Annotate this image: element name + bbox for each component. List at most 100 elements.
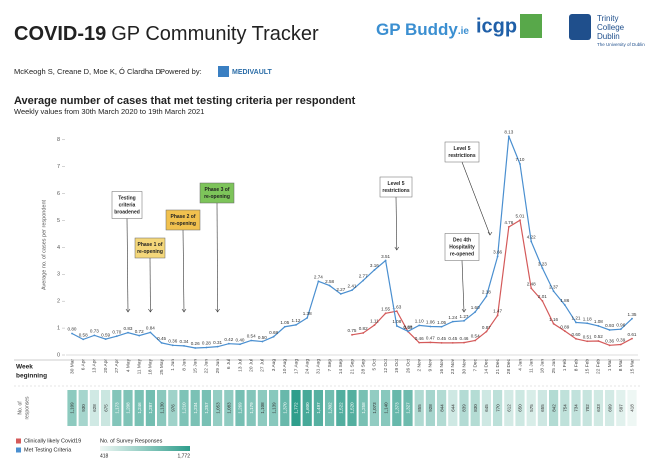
point xyxy=(362,279,365,282)
x-tick-label: 14 Sep xyxy=(338,359,344,375)
response-cell xyxy=(201,390,211,426)
x-tick-label: 14 Dec xyxy=(484,358,490,374)
value-label: 1.05 xyxy=(280,320,289,325)
response-label: 1,269 xyxy=(238,402,243,414)
point xyxy=(407,330,409,333)
point xyxy=(351,333,353,336)
response-cell xyxy=(101,390,111,426)
response-cell xyxy=(425,390,435,426)
point xyxy=(351,289,353,292)
value-label: 2.74 xyxy=(314,274,323,279)
title-rest: GP Community Tracker xyxy=(111,23,319,45)
point xyxy=(507,135,510,138)
response-cell xyxy=(526,390,536,426)
point xyxy=(440,341,443,344)
point xyxy=(149,331,152,334)
value-label: 1.63 xyxy=(392,304,401,309)
point xyxy=(451,341,454,344)
response-label: 1,108 xyxy=(260,402,265,414)
value-label: 1.35 xyxy=(628,312,637,317)
response-cell xyxy=(605,390,615,426)
x-tick-label: 13 Jul xyxy=(237,359,243,372)
value-label: 0.39 xyxy=(616,338,625,343)
value-label: 2.27 xyxy=(336,287,345,292)
value-label: 0.36 xyxy=(168,339,177,344)
logo-gpbuddy: GP Buddy.ie xyxy=(376,20,469,39)
value-label: 2.77 xyxy=(359,274,368,279)
point xyxy=(317,280,320,283)
response-label: 1,053 xyxy=(215,402,220,414)
annotation-text: Level 5 xyxy=(388,181,405,187)
value-label: 1.10 xyxy=(415,319,424,324)
response-cell xyxy=(481,390,491,426)
response-label: 1,520 xyxy=(350,402,355,414)
annotation-box xyxy=(444,233,480,261)
response-label: 1,370 xyxy=(282,402,287,414)
point xyxy=(71,332,73,335)
x-tick-label: 30 Mar xyxy=(69,359,75,374)
x-tick-label: 31 Aug xyxy=(316,359,322,374)
value-label: 7.10 xyxy=(516,157,525,162)
legend-label: Met Testing Criteria xyxy=(24,447,72,453)
annotation-text: restrictions xyxy=(382,188,409,194)
authors: McKeogh S, Creane D, Moe K, Ó Clardha D. xyxy=(14,67,163,76)
x-tick-label: 7 Dec xyxy=(472,358,478,371)
value-label: 0.82 xyxy=(359,326,368,331)
point xyxy=(463,319,465,322)
value-label: 0.54 xyxy=(471,334,480,339)
point xyxy=(283,325,286,328)
response-cell xyxy=(235,390,245,426)
response-label: 1,327 xyxy=(406,402,411,414)
point xyxy=(608,329,611,331)
annotation-box xyxy=(111,191,143,219)
y-tick-label: 2 xyxy=(57,299,60,305)
x-axis-label: Week xyxy=(16,364,33,371)
point xyxy=(328,284,331,287)
value-label: 0.61 xyxy=(628,332,637,337)
logo-tcd-sub: The University of Dublin xyxy=(597,42,645,47)
value-label: 0.40 xyxy=(236,337,245,342)
value-label: 0.87 xyxy=(482,325,491,330)
value-label: 0.28 xyxy=(202,341,211,346)
response-label: 644 xyxy=(450,404,455,412)
response-cell xyxy=(78,390,88,426)
legend-swatch xyxy=(16,447,21,453)
response-cell xyxy=(145,390,155,426)
x-tick-label: 24 Aug xyxy=(304,359,310,374)
x-tick-label: 20 Apr xyxy=(103,359,109,373)
x-tick-label: 28 Sep xyxy=(360,359,366,375)
point xyxy=(597,340,600,342)
value-label: 0.88 xyxy=(404,325,413,330)
response-cell xyxy=(537,390,547,426)
value-label: 0.31 xyxy=(213,340,222,345)
responses-label: responses xyxy=(24,396,30,420)
response-label: 1,600 xyxy=(305,402,310,414)
response-cell xyxy=(246,390,256,426)
response-cell xyxy=(627,390,637,426)
x-tick-label: 2 Nov xyxy=(416,358,422,371)
point xyxy=(429,341,432,344)
point xyxy=(373,324,376,327)
y-tick-label: 0 xyxy=(57,352,60,358)
response-label: 839 xyxy=(462,404,467,412)
annotation-arrowhead xyxy=(215,308,220,313)
response-label: 770 xyxy=(495,404,500,412)
point xyxy=(194,347,197,349)
value-label: 2.58 xyxy=(325,279,334,284)
value-label: 2.18 xyxy=(482,290,491,295)
annotation-text: Phase 3 of xyxy=(204,187,229,193)
response-label: 612 xyxy=(506,404,511,412)
value-label: 0.89 xyxy=(560,324,569,329)
value-label: 0.36 xyxy=(605,339,614,344)
title-bold: COVID-19 xyxy=(14,23,106,45)
response-label: 702 xyxy=(585,404,590,412)
x-tick-label: 12 Oct xyxy=(383,358,389,373)
value-label: 1.60 xyxy=(471,305,480,310)
value-label: 0.46 xyxy=(460,336,469,341)
response-cell xyxy=(504,390,514,426)
value-label: 0.51 xyxy=(583,334,592,339)
x-tick-label: 30 Nov xyxy=(461,358,467,374)
response-label: 1,140 xyxy=(383,402,388,414)
x-tick-label: 8 Feb xyxy=(573,359,579,372)
